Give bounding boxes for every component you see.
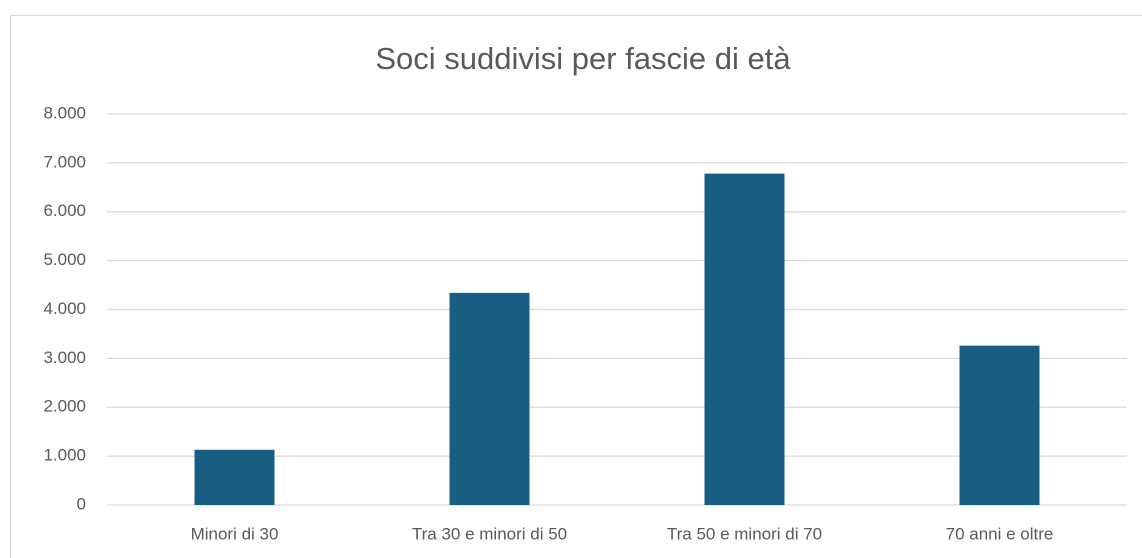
bar — [194, 449, 275, 505]
y-tick-label: 8.000 — [43, 103, 86, 122]
bar — [704, 173, 785, 505]
y-tick-label: 4.000 — [43, 299, 86, 318]
x-tick-label: Minori di 30 — [191, 524, 279, 543]
y-tick-label: 1.000 — [43, 446, 86, 465]
bar — [959, 345, 1040, 505]
y-tick-label: 0 — [77, 494, 86, 513]
y-tick-label: 7.000 — [43, 152, 86, 171]
y-tick-label: 3.000 — [43, 348, 86, 367]
bar — [449, 292, 530, 505]
y-tick-label: 6.000 — [43, 201, 86, 220]
y-tick-label: 2.000 — [43, 397, 86, 416]
x-tick-label: Tra 50 e minori di 70 — [667, 524, 822, 543]
y-tick-label: 5.000 — [43, 250, 86, 269]
x-tick-label: Tra 30 e minori di 50 — [412, 524, 567, 543]
x-tick-label: 70 anni e oltre — [946, 524, 1054, 543]
chart-title: Soci suddivisi per fascie di età — [375, 41, 791, 76]
